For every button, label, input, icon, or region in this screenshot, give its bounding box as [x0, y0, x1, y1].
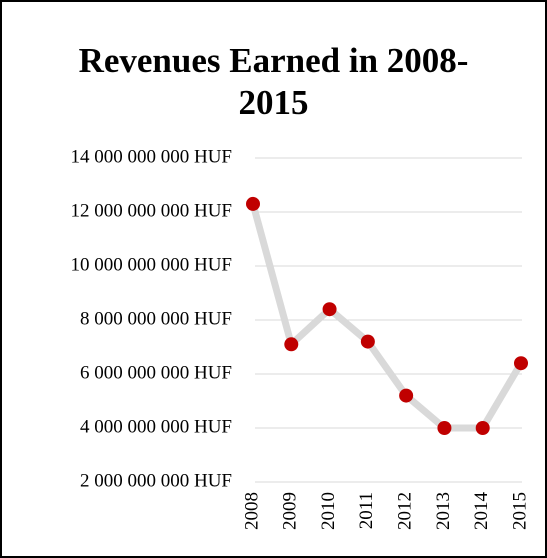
y-tick-label: 4 000 000 000 HUF	[80, 416, 232, 437]
x-tick-label: 2008	[241, 492, 262, 530]
data-point	[437, 421, 452, 435]
series-line	[249, 202, 525, 432]
data-point	[322, 302, 337, 317]
data-point	[475, 421, 490, 435]
data-point	[284, 337, 299, 352]
data-point	[360, 334, 375, 349]
x-tick-label: 2014	[471, 492, 492, 531]
x-tick-label: 2013	[433, 492, 454, 530]
y-tick-label: 10 000 000 000 HUF	[70, 254, 232, 275]
data-point	[246, 196, 260, 211]
chart-title: Revenues Earned in 2008-2015	[78, 41, 469, 122]
x-tick-label: 2009	[280, 492, 301, 530]
y-tick-label: 6 000 000 000 HUF	[80, 362, 232, 383]
x-tick-label: 2015	[509, 492, 530, 530]
x-tick-label: 2010	[318, 492, 339, 530]
x-tick-label: 2011	[356, 492, 377, 529]
x-tick-label: 2012	[395, 492, 416, 530]
y-tick-label: 12 000 000 000 HUF	[70, 200, 232, 221]
data-point	[514, 356, 528, 371]
y-tick-label: 2 000 000 000 HUF	[80, 470, 232, 491]
y-tick-label: 14 000 000 000 HUF	[70, 146, 232, 167]
y-tick-label: 8 000 000 000 HUF	[80, 308, 232, 329]
data-point	[399, 388, 414, 403]
